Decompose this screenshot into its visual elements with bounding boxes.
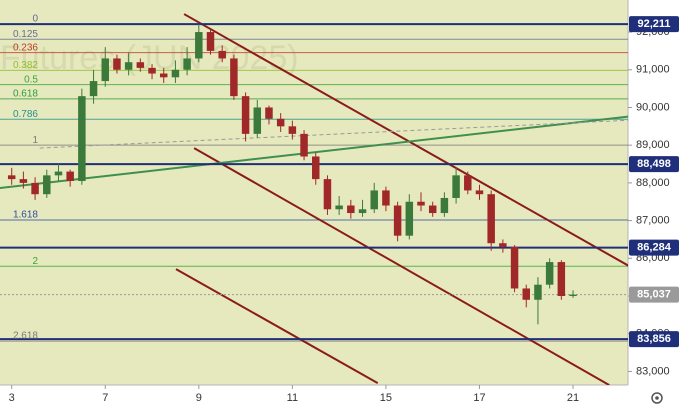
x-tick-label: 7 [102, 392, 108, 404]
candle-body [124, 62, 133, 70]
trendline [193, 147, 610, 385]
candle-body [405, 201, 414, 236]
price-axis-background [628, 0, 680, 410]
y-tick-label: 88,000 [636, 177, 670, 189]
candle-body [218, 50, 226, 59]
candle-body [300, 133, 308, 157]
level-label: 92,211 [637, 18, 670, 30]
candle-body [569, 294, 577, 297]
trendline [39, 119, 628, 149]
x-tick-label: 17 [473, 392, 485, 404]
candle-body [358, 209, 367, 214]
y-tick-label: 89,000 [636, 139, 670, 151]
level-label-box [629, 156, 679, 173]
candle-body [557, 262, 566, 297]
candle-body [253, 107, 262, 134]
candle-body [159, 73, 168, 78]
level-label-box [629, 239, 679, 256]
candle-body [7, 175, 16, 180]
candle-body [417, 201, 425, 206]
trendline [0, 115, 628, 190]
candle-body [113, 58, 121, 70]
y-tick-label: 87,000 [636, 214, 670, 226]
candle-body [136, 62, 145, 68]
level-label: 85,037 [637, 289, 671, 301]
y-tick-label: 83,000 [636, 365, 670, 377]
fib-label: 0.125 [13, 29, 38, 40]
fib-label: 2 [32, 256, 38, 267]
trendline [175, 268, 379, 384]
candle-body [241, 96, 250, 134]
level-label: 83,856 [637, 333, 671, 345]
candle-body [31, 182, 39, 195]
x-tick-label: 15 [380, 392, 392, 404]
candle-body [43, 175, 51, 195]
candle-body [265, 107, 273, 119]
y-tick-label: 90,000 [636, 101, 670, 113]
fib-label: 0.618 [13, 89, 38, 100]
plot-area [0, 13, 628, 385]
candle-body [475, 190, 484, 195]
candle-body [510, 246, 519, 289]
candle-body [370, 190, 378, 210]
candle-body [499, 243, 507, 247]
candle-body [323, 179, 332, 210]
fib-label: 0.786 [13, 109, 38, 120]
candle-body [89, 81, 98, 97]
candle-body [382, 190, 390, 206]
candle-body [276, 118, 285, 127]
fib-label: 1 [32, 135, 38, 146]
candle-body [206, 32, 215, 51]
fib-label: 1.618 [13, 210, 38, 221]
candle-body [464, 175, 472, 191]
candle-body [347, 205, 355, 214]
settings-icon[interactable] [651, 392, 663, 404]
fib-label: 0 [32, 14, 38, 25]
x-tick-label: 9 [196, 392, 202, 404]
candle-body [171, 69, 180, 78]
fib-label: 0.5 [24, 74, 38, 85]
candle-body [148, 67, 156, 74]
level-label-box [629, 16, 679, 33]
candle-body [288, 126, 297, 134]
level-label: 86,284 [637, 241, 672, 253]
candle-body [534, 284, 542, 300]
level-label-box [629, 286, 679, 303]
candle-body [545, 262, 554, 285]
fib-label: 0.382 [13, 60, 38, 71]
axes: 83,00084,00085,00086,00087,00088,00089,0… [9, 14, 679, 404]
candle-body [393, 205, 402, 236]
candle-body [78, 96, 86, 181]
candle-body [440, 197, 449, 214]
fib-label: 2.618 [13, 331, 38, 342]
y-tick-label: 91,000 [636, 64, 670, 76]
candle-body [487, 194, 495, 244]
time-axis-background [0, 385, 680, 410]
fib-label: 0.236 [13, 42, 38, 53]
candle-body [19, 179, 28, 183]
x-tick-label: 11 [287, 392, 298, 404]
candle-body [230, 58, 238, 97]
level-label: 88,498 [637, 158, 671, 170]
x-tick-label: 21 [567, 392, 579, 404]
candle-body [312, 156, 320, 180]
candle-body [428, 205, 437, 214]
level-label-box [629, 331, 679, 348]
candle-body [195, 32, 203, 59]
candle-body [335, 205, 343, 210]
candle-body [66, 171, 74, 181]
candle-body [101, 58, 109, 82]
candle-body [183, 58, 191, 70]
candle-body [522, 288, 530, 300]
candle-body [54, 171, 63, 176]
candle-body [452, 175, 460, 198]
x-tick-label: 3 [9, 392, 15, 404]
